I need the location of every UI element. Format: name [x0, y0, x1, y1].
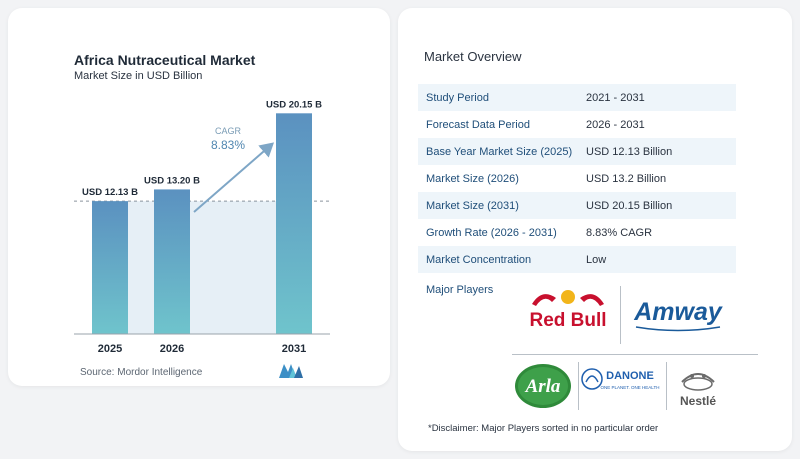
overview-row-value: USD 13.2 Billion: [586, 172, 667, 185]
overview-row-value: USD 12.13 Billion: [586, 145, 673, 158]
logo-divider: [620, 286, 621, 344]
overview-row-value: USD 20.15 Billion: [586, 199, 673, 212]
overview-row-value: 2026 - 2031: [586, 118, 645, 131]
overview-row-label: Market Concentration: [426, 253, 532, 266]
bar-chart: USD 12.13 B 2025 USD 13.20 B 2026 USD 20.15 …: [74, 99, 330, 355]
overview-row-value: 2021 - 2031: [586, 91, 645, 104]
overview-row-label: Market Size (2026): [426, 172, 519, 185]
overview-row-label: Growth Rate (2026 - 2031): [426, 226, 557, 239]
mordor-logo-icon: [279, 364, 303, 378]
chart-title: Africa Nutraceutical Market: [74, 52, 256, 68]
x-tick-label: 2031: [282, 343, 306, 355]
bar: [92, 201, 128, 334]
overview-row: Growth Rate (2026 - 2031) 8.83% CAGR: [418, 219, 736, 246]
overview-title: Market Overview: [424, 49, 522, 64]
cagr-label: CAGR: [215, 126, 242, 136]
danone-wordmark: DANONE: [606, 370, 654, 382]
bar: [154, 189, 190, 334]
x-tick-label: 2026: [160, 343, 184, 355]
bar: [276, 113, 312, 334]
logo-divider: [578, 362, 579, 410]
overview-row: Forecast Data Period 2026 - 2031: [418, 111, 736, 138]
data-label: USD 13.20 B: [144, 175, 200, 186]
logo-divider: [666, 362, 667, 410]
overview-row-label: Forecast Data Period: [426, 118, 530, 131]
major-players-label: Major Players: [426, 284, 494, 296]
arla-wordmark: Arla: [525, 376, 561, 397]
danone-logo: DANONE ONE PLANET. ONE HEALTH: [580, 362, 662, 400]
nestle-wordmark: Nestlé: [680, 394, 716, 408]
overview-row: Market Size (2031) USD 20.15 Billion: [418, 192, 736, 219]
data-label: USD 12.13 B: [82, 187, 138, 198]
cagr-value: 8.83%: [211, 138, 245, 152]
overview-row-value: 8.83% CAGR: [586, 226, 653, 239]
disclaimer-text: *Disclaimer: Major Players sorted in no …: [428, 423, 659, 434]
source-text: Source: Mordor Intelligence: [80, 367, 203, 378]
redbull-logo: Red Bull: [522, 286, 614, 340]
nestle-logo: Nestlé: [672, 360, 724, 412]
data-label: USD 20.15 B: [266, 99, 322, 110]
base-band: [92, 201, 312, 334]
x-tick-label: 2025: [98, 343, 122, 355]
overview-row-label: Base Year Market Size (2025): [426, 145, 573, 158]
overview-row: Study Period 2021 - 2031: [418, 84, 736, 111]
amway-logo: Amway: [628, 290, 728, 336]
amway-wordmark: Amway: [633, 298, 723, 326]
overview-row: Market Concentration Low: [418, 246, 736, 273]
cagr-arrow: [193, 142, 275, 213]
overview-row: Base Year Market Size (2025) USD 12.13 Bi…: [418, 138, 736, 165]
overview-row-value: Low: [586, 253, 607, 266]
chart-subtitle: Market Size in USD Billion: [74, 70, 203, 82]
redbull-wordmark: Red Bull: [529, 310, 606, 331]
overview-row: Market Size (2026) USD 13.2 Billion: [418, 165, 736, 192]
overview-row-label: Study Period: [426, 91, 489, 104]
logo-divider: [512, 354, 758, 355]
overview-row-label: Market Size (2031): [426, 199, 519, 212]
danone-tagline: ONE PLANET. ONE HEALTH: [601, 385, 660, 390]
arla-logo: Arla: [512, 362, 574, 410]
